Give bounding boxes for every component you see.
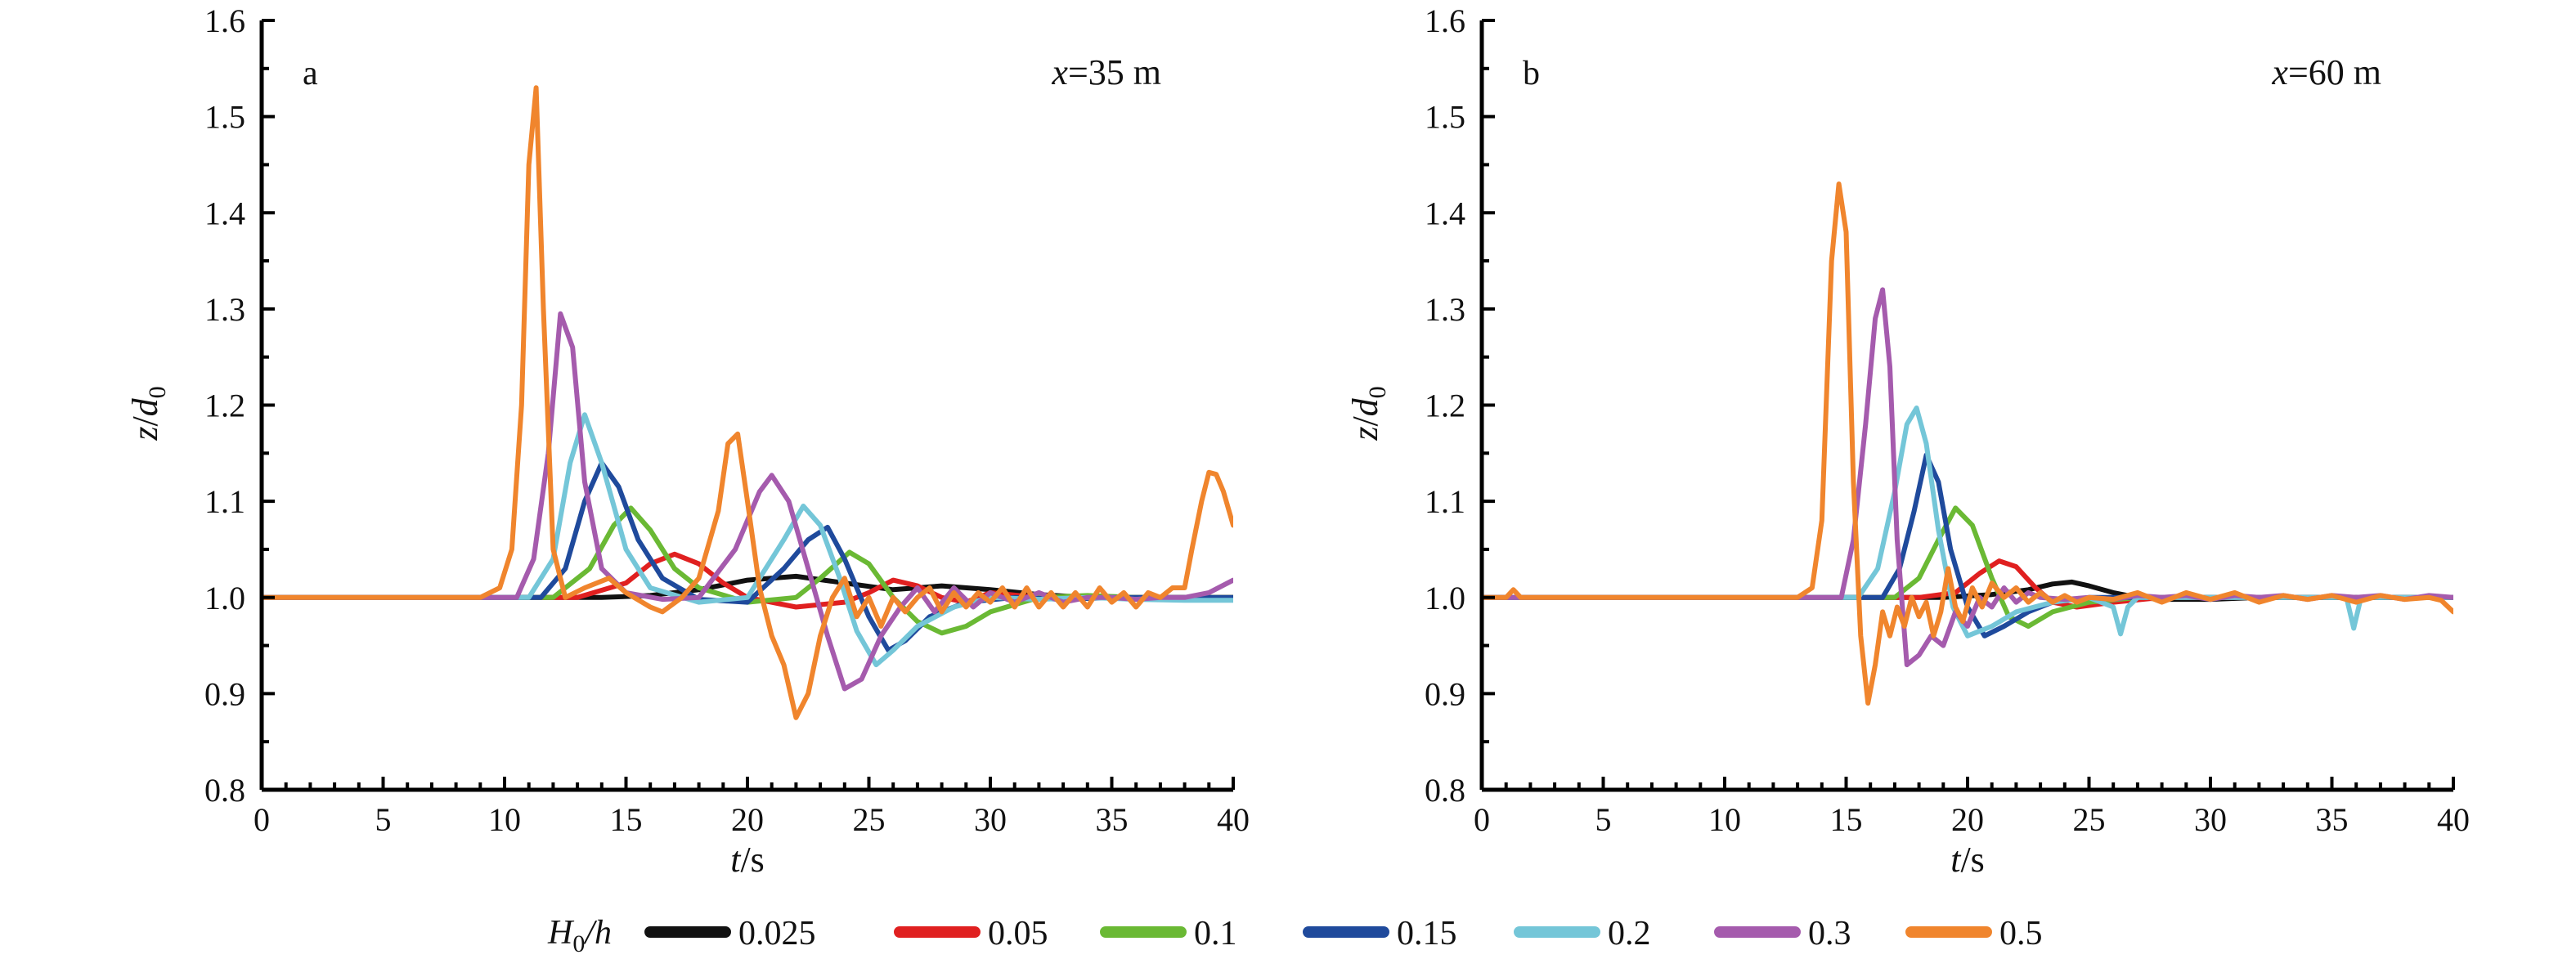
y-tick-label: 1.1 (204, 483, 245, 520)
y-tick-label: 1.1 (1425, 483, 1465, 520)
y-tick-label: 1.2 (1425, 388, 1465, 424)
legend-title: H0/h (547, 914, 612, 957)
panel-a: 0.8 0.9 1.0 1.1 1.2 1.3 1.4 1.5 1.6 0 5 10 15 20 25 30 3… (125, 2, 1250, 880)
legend-label: 0.3 (1808, 915, 1851, 952)
x-tick-label: 40 (1217, 801, 1250, 838)
x-axis-label: t/s (1950, 840, 1985, 880)
panel-letter: a (303, 55, 318, 92)
legend-label: 0.1 (1194, 915, 1237, 952)
y-axis-label: z/d0 (125, 386, 171, 441)
y-tick-label: 0.9 (1425, 675, 1465, 712)
y-tick-label: 1.4 (1425, 195, 1465, 231)
x-tick-label: 15 (610, 801, 643, 838)
series-line-0_2 (1482, 406, 2453, 639)
position-annotation: x=35 m (1051, 52, 1161, 92)
y-tick-label: 1.0 (1425, 580, 1465, 616)
y-tick-label: 1.6 (204, 2, 245, 39)
x-tick-label: 10 (1708, 801, 1741, 838)
x-tick-label: 0 (1474, 801, 1490, 838)
series-line-0_5 (262, 85, 1233, 720)
legend-label: 0.05 (988, 915, 1048, 952)
legend-label: 0.5 (1999, 915, 2043, 952)
panel-b: 0.8 0.9 1.0 1.1 1.2 1.3 1.4 1.5 1.6 0 5 10 15 20 25 30 3… (1345, 2, 2470, 880)
x-tick-label: 35 (2316, 801, 2349, 838)
x-axis-label: t/s (730, 840, 765, 880)
x-tick-label: 25 (853, 801, 886, 838)
legend: H0/h 0.025 0.05 0.1 0.15 0.2 0.3 0.5 (547, 914, 2043, 957)
x-tick-label: 5 (1595, 801, 1612, 838)
x-tick-label: 40 (2437, 801, 2470, 838)
x-tick-label: 20 (731, 801, 764, 838)
y-tick-label: 1.5 (1425, 99, 1465, 136)
y-tick-label: 1.0 (204, 580, 245, 616)
legend-label: 0.2 (1608, 915, 1651, 952)
x-tick-label: 15 (1830, 801, 1863, 838)
panel-letter: b (1523, 55, 1540, 92)
x-tick-label: 25 (2073, 801, 2106, 838)
x-tick-label: 20 (1951, 801, 1984, 838)
y-tick-label: 1.2 (204, 388, 245, 424)
y-tick-label: 1.6 (1425, 2, 1465, 39)
y-tick-label: 1.3 (1425, 291, 1465, 328)
series-line-0_1 (262, 505, 1233, 636)
series-lines (262, 85, 1233, 720)
x-tick-label: 35 (1096, 801, 1129, 838)
y-tick-label: 0.9 (204, 675, 245, 712)
x-tick-label: 10 (488, 801, 521, 838)
y-axis-label: z/d0 (1345, 386, 1391, 441)
y-tick-label: 1.5 (204, 99, 245, 136)
y-tick-label: 0.8 (1425, 772, 1465, 809)
series-lines (1482, 182, 2453, 706)
legend-label: 0.15 (1397, 915, 1457, 952)
y-tick-label: 0.8 (204, 772, 245, 809)
y-tick-label: 1.3 (204, 291, 245, 328)
x-tick-label: 30 (974, 801, 1007, 838)
x-tick-label: 5 (375, 801, 392, 838)
legend-label: 0.025 (738, 915, 816, 952)
y-tick-label: 1.4 (204, 195, 245, 231)
series-line-0_2 (262, 412, 1233, 668)
position-annotation: x=60 m (2271, 52, 2381, 92)
series-line-0_5 (1482, 182, 2453, 706)
x-tick-label: 0 (254, 801, 270, 838)
x-tick-label: 30 (2194, 801, 2227, 838)
